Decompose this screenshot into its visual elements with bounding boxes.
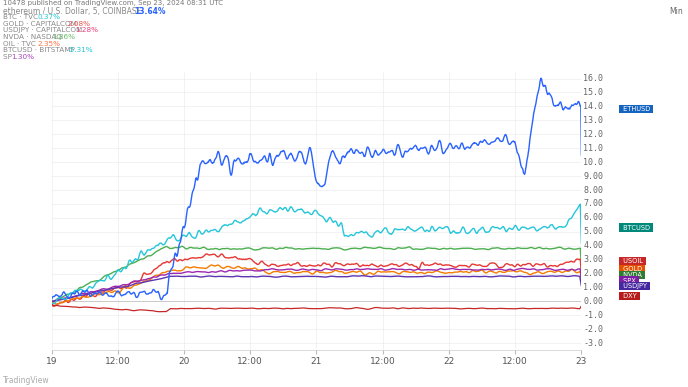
Text: 2.08%: 2.08%	[67, 21, 91, 27]
Text: -3.0: -3.0	[583, 339, 603, 348]
Text: 0.00: 0.00	[583, 297, 603, 306]
Text: 5.00: 5.00	[583, 227, 603, 236]
Text: 10478 published on TradingView.com, Sep 23, 2024 08:31 UTC: 10478 published on TradingView.com, Sep …	[3, 0, 224, 7]
Text: 10.0: 10.0	[583, 158, 603, 167]
Text: USDJPY · CAPITALCOM: USDJPY · CAPITALCOM	[3, 27, 85, 34]
Text: GOLD: GOLD	[621, 266, 644, 272]
Text: 13.64%: 13.64%	[134, 7, 166, 16]
Text: 3.00: 3.00	[583, 255, 603, 264]
Text: 11.0: 11.0	[583, 144, 603, 153]
Text: Min: Min	[669, 7, 683, 16]
Text: 1.86%: 1.86%	[52, 34, 76, 40]
Text: 4.00: 4.00	[583, 241, 603, 250]
Text: 2.00: 2.00	[583, 269, 603, 278]
Text: 1.00: 1.00	[583, 283, 603, 292]
Text: ethereum / U.S. Dollar, 5, COINBASE: ethereum / U.S. Dollar, 5, COINBASE	[3, 7, 144, 16]
Text: 2.35%: 2.35%	[37, 41, 61, 47]
Text: BTC · TVC: BTC · TVC	[3, 14, 41, 21]
Text: -1.0: -1.0	[583, 311, 603, 320]
Text: 8.00: 8.00	[583, 185, 603, 195]
Text: 9.00: 9.00	[583, 171, 603, 181]
Text: -2.0: -2.0	[583, 325, 603, 334]
Text: 14.0: 14.0	[583, 102, 603, 111]
Text: 15.0: 15.0	[583, 88, 603, 97]
Text: 1.28%: 1.28%	[76, 27, 98, 34]
Text: NVDA · NASDAQ: NVDA · NASDAQ	[3, 34, 65, 40]
Text: 1.30%: 1.30%	[11, 54, 34, 60]
Text: 13.0: 13.0	[583, 116, 603, 125]
Text: SPX: SPX	[621, 277, 638, 284]
Text: USOIL: USOIL	[621, 258, 645, 264]
Text: SP: SP	[3, 54, 14, 60]
Text: USDJPY: USDJPY	[621, 283, 649, 289]
Text: DXY: DXY	[621, 293, 638, 299]
Text: 16.0: 16.0	[583, 74, 603, 83]
Text: 0.37%: 0.37%	[37, 14, 61, 21]
Text: TradingView: TradingView	[3, 376, 50, 385]
Text: 12.0: 12.0	[583, 130, 603, 139]
Text: NVDA: NVDA	[621, 272, 643, 278]
Text: GOLD · CAPITALCOM: GOLD · CAPITALCOM	[3, 21, 80, 27]
Text: 7.00: 7.00	[583, 199, 603, 209]
Text: ETHUSD: ETHUSD	[621, 106, 652, 112]
Text: BTCUSD · BITSTAMP: BTCUSD · BITSTAMP	[3, 47, 78, 53]
Text: OIL · TVC: OIL · TVC	[3, 41, 39, 47]
Text: BTCUSD: BTCUSD	[621, 224, 652, 231]
Text: -5.31%: -5.31%	[67, 47, 94, 53]
Text: 6.00: 6.00	[583, 213, 603, 223]
